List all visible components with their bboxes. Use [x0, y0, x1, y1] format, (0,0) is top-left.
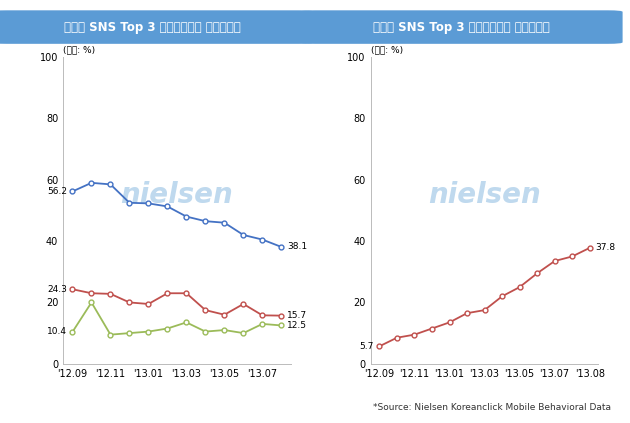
Text: '밴드' 중복이용률: '밴드' 중복이용률 [411, 27, 461, 37]
Text: 5.7: 5.7 [360, 342, 374, 351]
Text: nielsen: nielsen [428, 181, 541, 209]
Text: nielsen: nielsen [120, 181, 233, 209]
Text: 12.5: 12.5 [287, 321, 307, 330]
Text: 24.3: 24.3 [47, 285, 67, 294]
Text: 15.7: 15.7 [287, 311, 307, 320]
Text: 37.8: 37.8 [595, 243, 616, 253]
Text: 56.2: 56.2 [47, 187, 67, 196]
Legend: 카카오스토리, 페이스북, 밴드: 카카오스토리, 페이스북, 밴드 [108, 19, 246, 35]
FancyBboxPatch shape [301, 10, 622, 44]
Text: 모바일 SNS Top 3 애플리케이션 중복이용률: 모바일 SNS Top 3 애플리케이션 중복이용률 [373, 21, 550, 33]
Text: 10.4: 10.4 [47, 327, 67, 336]
Legend: Top 2 SNS 이용자 中: Top 2 SNS 이용자 中 [387, 19, 491, 37]
Text: (단위: %): (단위: %) [370, 45, 403, 54]
Text: *Source: Nielsen Koreanclick Mobile Behavioral Data: *Source: Nielsen Koreanclick Mobile Beha… [373, 404, 611, 412]
Text: (단위: %): (단위: %) [63, 45, 95, 54]
FancyBboxPatch shape [0, 10, 314, 44]
Text: 38.1: 38.1 [287, 242, 307, 251]
Text: 모바일 SNS Top 3 애플리케이션 단독이용률: 모바일 SNS Top 3 애플리케이션 단독이용률 [64, 21, 241, 33]
